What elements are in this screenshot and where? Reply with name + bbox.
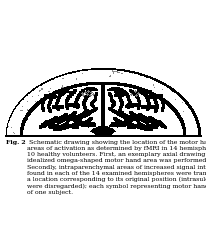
Text: Fig. 2: Fig. 2 xyxy=(6,140,26,145)
Text: Schematic drawing showing the location of the motor hand
areas of activation as : Schematic drawing showing the location o… xyxy=(27,140,206,195)
